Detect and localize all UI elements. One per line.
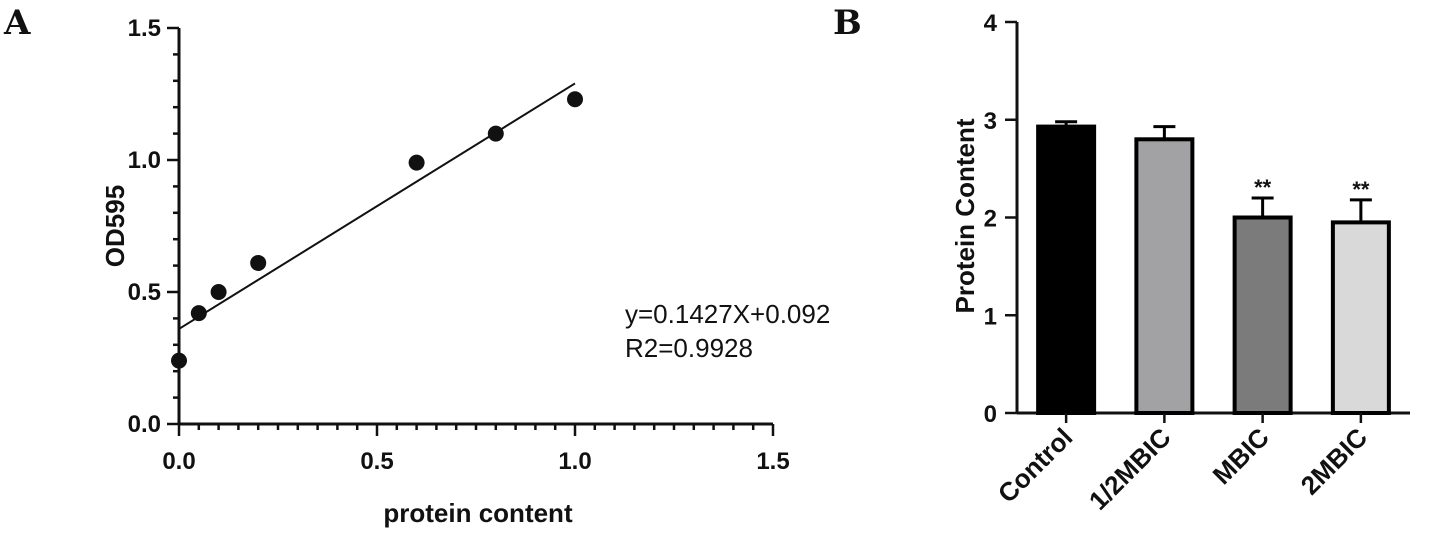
- panel-a-data-point: [250, 254, 267, 271]
- panel-a-x-tick-label: 1.5: [756, 448, 789, 475]
- panel-b-category-label: 2MBIC: [1295, 422, 1374, 501]
- panel-b-y-tick-label: 2: [984, 206, 997, 233]
- panel-a-y-title: OD595: [100, 185, 130, 267]
- panel-b-category-label: 1/2MBIC: [1083, 422, 1177, 516]
- panel-a-y-tick-label: 1.5: [128, 15, 161, 42]
- panel-b-category-label: Control: [992, 422, 1079, 509]
- panel-a-ticks: 0.0 0.5 1.0 1.5 0.0 0.5 1.0 1.5: [128, 15, 790, 475]
- panel-a-letter: A: [3, 3, 31, 43]
- panel-a-fit-line: [178, 82, 576, 330]
- panel-a-x-tick-label: 1.0: [558, 448, 591, 475]
- panel-b-bar: [1232, 215, 1293, 415]
- panel-b-category-label: MBIC: [1207, 422, 1275, 490]
- panel-a-y-tick-label: 0.0: [128, 411, 161, 438]
- panel-a-r2: R2=0.9928: [625, 333, 753, 363]
- panel-b-y-tick-label: 4: [984, 10, 998, 37]
- panel-b-bars: ** **: [1036, 120, 1391, 416]
- panel-b-y-ticks: 0 1 2 3 4: [984, 10, 1017, 428]
- panel-a-data-point: [487, 125, 504, 142]
- panel-a-y-tick-label: 1.0: [128, 147, 161, 174]
- panel-a-x-title: protein content: [383, 498, 573, 528]
- panel-a-y-tick-label: 0.5: [128, 279, 161, 306]
- panel-b-bar: [1134, 137, 1195, 416]
- panel-a-data-point: [408, 154, 425, 171]
- panel-a-points: [171, 91, 583, 369]
- panel-a-data-point: [171, 352, 187, 369]
- panel-a-data-point: [210, 284, 227, 300]
- panel-b-letter: B: [833, 3, 862, 43]
- panel-b-y-tick-label: 0: [984, 401, 997, 428]
- panel-a-x-tick-label: 0.0: [162, 448, 195, 475]
- panel-b-y-tick-label: 3: [984, 108, 997, 135]
- panel-a-x-tick-label: 0.5: [360, 448, 393, 475]
- panel-a-data-point: [567, 91, 583, 108]
- panel-a-equation: y=0.1427X+0.092: [625, 299, 830, 329]
- panel-b-category-labels: Control 1/2MBIC MBIC 2MBIC: [992, 413, 1373, 516]
- panel-b-significance-marker: **: [1254, 175, 1272, 200]
- panel-b-bar: [1330, 220, 1391, 415]
- panel-a-data-point: [190, 305, 207, 322]
- panel-b-significance-marker: **: [1352, 177, 1370, 202]
- panel-a-scatter: A 0.0 0.5 1.0 1.5 0.0 0.5 1.0 1.5 y=0.1427X+0.0…: [3, 3, 830, 528]
- panel-b-y-tick-label: 1: [984, 303, 997, 330]
- panel-b-y-title: Protein Content: [950, 118, 980, 313]
- panel-b-bar: B 0 1 2 3 4 ** ** Control 1/2MBIC MBIC 2MBIC Pro…: [833, 3, 1410, 516]
- panel-b-bar: [1036, 124, 1097, 415]
